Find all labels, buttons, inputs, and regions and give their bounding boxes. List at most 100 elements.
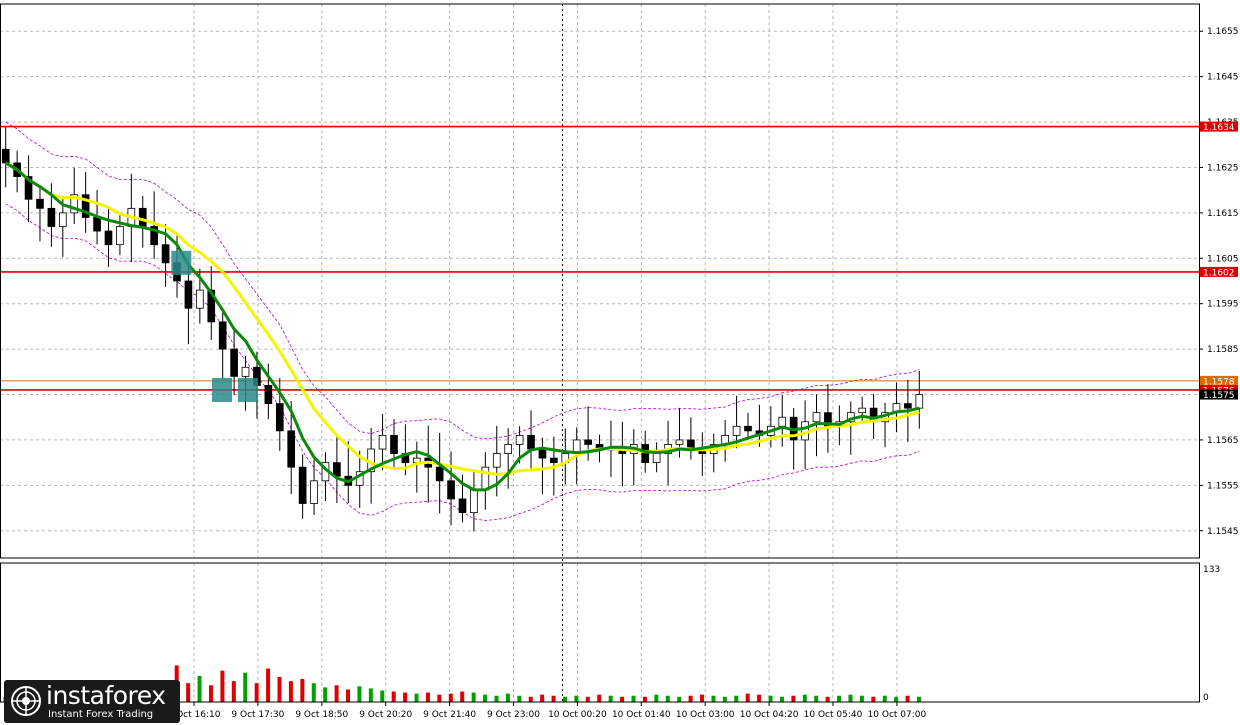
price-tick-label: 1.1545 — [1207, 527, 1239, 537]
volume-bar — [825, 696, 830, 702]
time-axis-labels: 9 Oct 16:10 9 Oct 17:30 9 Oct 18:50 9 Oct 2… — [168, 702, 927, 720]
candle-body — [104, 230, 113, 246]
volume-bar — [288, 681, 293, 702]
volume-bar — [905, 695, 910, 702]
volume-bar — [494, 695, 499, 702]
price-tick-label: 1.1595 — [1207, 300, 1239, 310]
volume-bar — [574, 695, 579, 702]
volume-bar — [471, 692, 476, 702]
volume-bar — [517, 695, 522, 702]
volume-bar — [665, 695, 670, 702]
candle-body — [527, 434, 535, 450]
time-tick-label: 10 Oct 00:20 — [548, 710, 607, 720]
volume-bar — [871, 696, 876, 702]
candle-body — [652, 453, 661, 464]
volume-bar — [882, 695, 887, 702]
volume-bar — [745, 693, 750, 702]
level-tag-label: 1.1602 — [1203, 268, 1235, 278]
candle-body — [915, 394, 924, 409]
sell-signal-marker — [237, 377, 258, 402]
candle-body — [230, 348, 238, 377]
candle-body — [47, 207, 56, 227]
price-tick-label: 1.1655 — [1207, 27, 1239, 37]
time-tick-label: 9 Oct 17:30 — [231, 710, 284, 720]
level-tag-label: 1.1578 — [1203, 377, 1235, 387]
time-tick-label: 9 Oct 16:10 — [168, 710, 221, 720]
volume-bar — [346, 689, 351, 702]
candle-body — [275, 403, 284, 432]
candle-body — [36, 198, 44, 209]
volume-bar — [208, 685, 213, 702]
moving-averages — [4, 161, 920, 492]
candle-body — [333, 462, 341, 477]
brand-logo: instaforex Instant Forex Trading — [4, 680, 180, 723]
candle-body — [390, 434, 398, 454]
candle-body — [435, 466, 444, 482]
volume-bar — [711, 695, 716, 702]
volume-bar — [231, 681, 236, 702]
time-tick-label: 10 Oct 04:20 — [740, 710, 799, 720]
volume-bar — [311, 683, 316, 702]
volume-bar — [425, 692, 430, 702]
level-tag-label: 1.1575 — [1203, 391, 1235, 401]
volume-bar — [814, 695, 819, 702]
candle-body — [150, 226, 158, 246]
volume-bar — [197, 675, 202, 702]
volume-bar — [528, 696, 533, 702]
candle-body — [184, 280, 193, 309]
candle-body — [504, 444, 513, 454]
candle-body — [310, 480, 318, 504]
volume-bar — [460, 691, 465, 702]
volume-bar — [243, 672, 248, 702]
time-tick-label: 10 Oct 03:00 — [676, 710, 735, 720]
volume-bar — [380, 690, 385, 702]
candle-body — [161, 244, 170, 264]
volume-bar — [334, 685, 339, 702]
level-tag-box — [1200, 266, 1238, 277]
candle-body — [538, 448, 547, 459]
volume-bar — [802, 694, 807, 702]
price-tick-label: 1.1625 — [1207, 163, 1239, 173]
volume-bar — [357, 686, 362, 702]
instaforex-logo-icon — [11, 686, 41, 716]
candle-body — [584, 439, 592, 445]
price-tick-label: 1.1605 — [1207, 254, 1239, 264]
price-pane-frame — [0, 3, 1200, 559]
volume-bar — [414, 693, 419, 702]
candle-body — [778, 416, 787, 427]
level-tag-box — [1200, 375, 1238, 386]
volume-bar — [700, 694, 705, 702]
time-tick-label: 9 Oct 23:00 — [487, 710, 540, 720]
chart-axes — [0, 3, 1200, 703]
time-tick-label: 10 Oct 01:40 — [612, 710, 671, 720]
volume-bar — [437, 694, 442, 702]
volume-bar — [597, 694, 602, 702]
volume-bar — [654, 694, 659, 702]
candle-body — [641, 444, 650, 464]
candle-body — [138, 207, 147, 227]
candle-body — [287, 430, 296, 468]
volume-bar — [505, 693, 510, 702]
volume-bar — [266, 668, 271, 702]
sell-signal-marker — [212, 377, 232, 402]
volume-bar — [722, 696, 727, 702]
volume-bar — [562, 696, 567, 702]
volume-bar — [220, 670, 225, 702]
volume-bar — [848, 694, 853, 702]
volume-bar — [608, 695, 613, 702]
candle-body — [264, 385, 273, 405]
candle-body — [515, 434, 524, 445]
sell-signal-marker — [171, 250, 192, 275]
candle-body — [550, 457, 558, 464]
volume-bar — [734, 695, 739, 702]
brand-name: instaforex — [46, 681, 166, 710]
volume-bar — [757, 694, 762, 702]
ma-slow-line — [4, 161, 920, 476]
candle-body — [298, 466, 307, 504]
volume-bar — [917, 696, 922, 702]
candle-body — [24, 176, 33, 200]
candle-body — [1, 148, 10, 164]
price-tick-label: 1.1645 — [1207, 73, 1239, 83]
candle-body — [218, 321, 227, 350]
